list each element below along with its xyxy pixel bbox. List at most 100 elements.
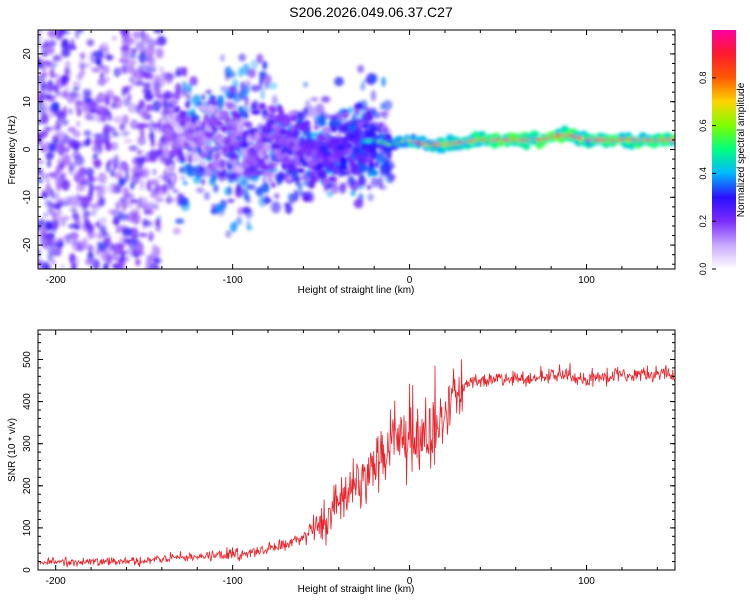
spectrogram-ridge-blob [268, 113, 275, 121]
spectrogram-noise-blob [44, 199, 54, 207]
spectrogram-noise-blob [180, 89, 186, 96]
spectrogram-noise-blob [145, 57, 153, 64]
spectrogram-noise-blob [38, 30, 43, 35]
spectrogram-noise-blob [147, 207, 153, 216]
spectrogram-noise-blob [130, 209, 140, 216]
spectrogram-noise-blob [126, 63, 133, 69]
spectrogram-ridge-blob [368, 170, 379, 176]
spectrogram-ridge-blob [278, 108, 285, 118]
spectrogram-noise-blob [142, 82, 152, 89]
spectrogram-noise-blob [135, 258, 141, 267]
spectrogram-noise-blob [384, 166, 392, 178]
spectrogram-noise-blob [346, 176, 354, 188]
spectrogram-ridge-blob [370, 151, 377, 158]
spectrogram-ridge-blob [226, 124, 234, 132]
spectrogram-noise-blob [84, 139, 91, 147]
snr-frame [37, 329, 676, 571]
spectrogram-noise-blob [139, 178, 145, 191]
spectrogram-ridge-blob [199, 104, 208, 113]
spectrogram-ridge-blob [258, 102, 267, 110]
spectrogram-noise-blob [131, 173, 140, 185]
spectrogram-noise-blob [326, 191, 334, 197]
spectrogram-noise-blob [83, 130, 92, 137]
spectrogram-ridge-blob [275, 144, 282, 150]
spectrogram-noise-blob [45, 152, 55, 160]
spectrogram-noise-blob [52, 55, 60, 61]
spectrogram-noise-blob [105, 89, 114, 99]
spectrogram-noise-blob [237, 206, 244, 216]
spectrogram-noise-blob [66, 44, 77, 51]
spectrogram-noise-blob [143, 88, 153, 94]
spectrogram-noise-blob [182, 66, 188, 77]
spectrogram-noise-blob [255, 187, 264, 196]
spectrogram-noise-blob [121, 64, 129, 74]
spectrogram-noise-blob [74, 174, 84, 184]
spectrogram-noise-blob [65, 196, 72, 207]
spectrogram-ridge-blob [330, 125, 338, 133]
spectrogram-noise-blob [377, 121, 384, 128]
spectrogram-ridge-blob [206, 105, 216, 115]
spectrogram-noise-blob [119, 58, 124, 63]
spectrogram-noise-blob [151, 244, 158, 256]
spectrogram-ridge-blob [529, 130, 540, 137]
spectrogram-noise-blob [136, 41, 146, 52]
colorbar-tick-label: 0.6 [698, 119, 708, 132]
x-tick-label: 100 [578, 275, 595, 286]
spectrogram-noise-blob [379, 171, 385, 178]
spectrogram-noise-blob [147, 157, 157, 163]
spectrogram-noise-blob [55, 175, 60, 188]
spectrogram-noise-blob [192, 176, 202, 184]
y-tick-label: -10 [22, 190, 33, 205]
spectrogram-noise-blob [85, 167, 95, 177]
spectrogram-ridge-blob [287, 163, 295, 171]
spectrogram-noise-blob [148, 131, 155, 141]
snr-ylabel: SNR (10 * v/v) [7, 418, 18, 482]
spectrogram-noise-blob [153, 40, 162, 46]
spectrogram-noise-blob [357, 176, 367, 187]
spectrogram-ridge-blob [266, 175, 274, 184]
spectrogram-noise-blob [94, 50, 104, 58]
spectrogram-noise-blob [297, 110, 305, 119]
spectrogram-ridge-blob [332, 165, 339, 175]
spectrogram-noise-blob [210, 95, 217, 100]
y-tick-label: 400 [22, 393, 33, 410]
spectrogram-noise-blob [132, 235, 139, 246]
spectrogram-ridge-blob [362, 123, 370, 129]
spectrogram-ridge [157, 99, 675, 202]
spectrogram-noise-blob [256, 53, 264, 64]
spectrogram-noise-blob [174, 71, 182, 77]
spectrogram-noise-blob [129, 119, 139, 130]
spectrogram-noise-blob [41, 147, 48, 154]
spectrogram-ridge-blob [187, 132, 194, 143]
spectrogram-noise-blob [243, 168, 254, 177]
spectrogram-noise-blob [62, 38, 68, 50]
spectrogram-noise-blob [369, 73, 378, 84]
spectrogram-y-ticks: -20 -10 0 10 20 [22, 34, 675, 265]
spectrogram-ridge-blob [200, 152, 210, 158]
spectrogram-ridge-blob [260, 149, 268, 156]
spectrogram-noise-blob [51, 125, 59, 131]
spectrogram-noise-blob [310, 132, 320, 137]
spectrogram-noise-blob [85, 62, 92, 68]
spectrogram-noise-blob [284, 202, 290, 207]
spectrogram-ridge-blob [364, 112, 374, 122]
spectrogram-ridge-blob [343, 142, 354, 149]
spectrogram-ridge-blob [188, 154, 193, 163]
spectrogram-noise-blob [38, 159, 45, 165]
x-tick-label: 0 [407, 275, 413, 286]
spectrogram-noise-blob [149, 230, 154, 242]
spectrogram-noise-blob [150, 139, 155, 144]
spectrogram-noise-blob [383, 126, 389, 134]
spectrogram-noise-blob [319, 113, 325, 125]
spectrogram-noise-blob [53, 237, 64, 244]
y-tick-label: 20 [22, 48, 33, 60]
spectrogram-ridge-blob [274, 151, 285, 161]
spectrogram-noise-blob [258, 195, 267, 207]
spectrogram-noise-blob [47, 250, 54, 262]
spectrogram-noise-blob [172, 189, 179, 193]
spectrogram-noise-blob [235, 216, 243, 226]
spectrogram-noise-blob [298, 182, 303, 194]
spectrogram-noise-blob [305, 105, 316, 118]
spectrogram-noise-blob [43, 125, 51, 132]
spectrogram-ridge-blob [226, 102, 235, 110]
